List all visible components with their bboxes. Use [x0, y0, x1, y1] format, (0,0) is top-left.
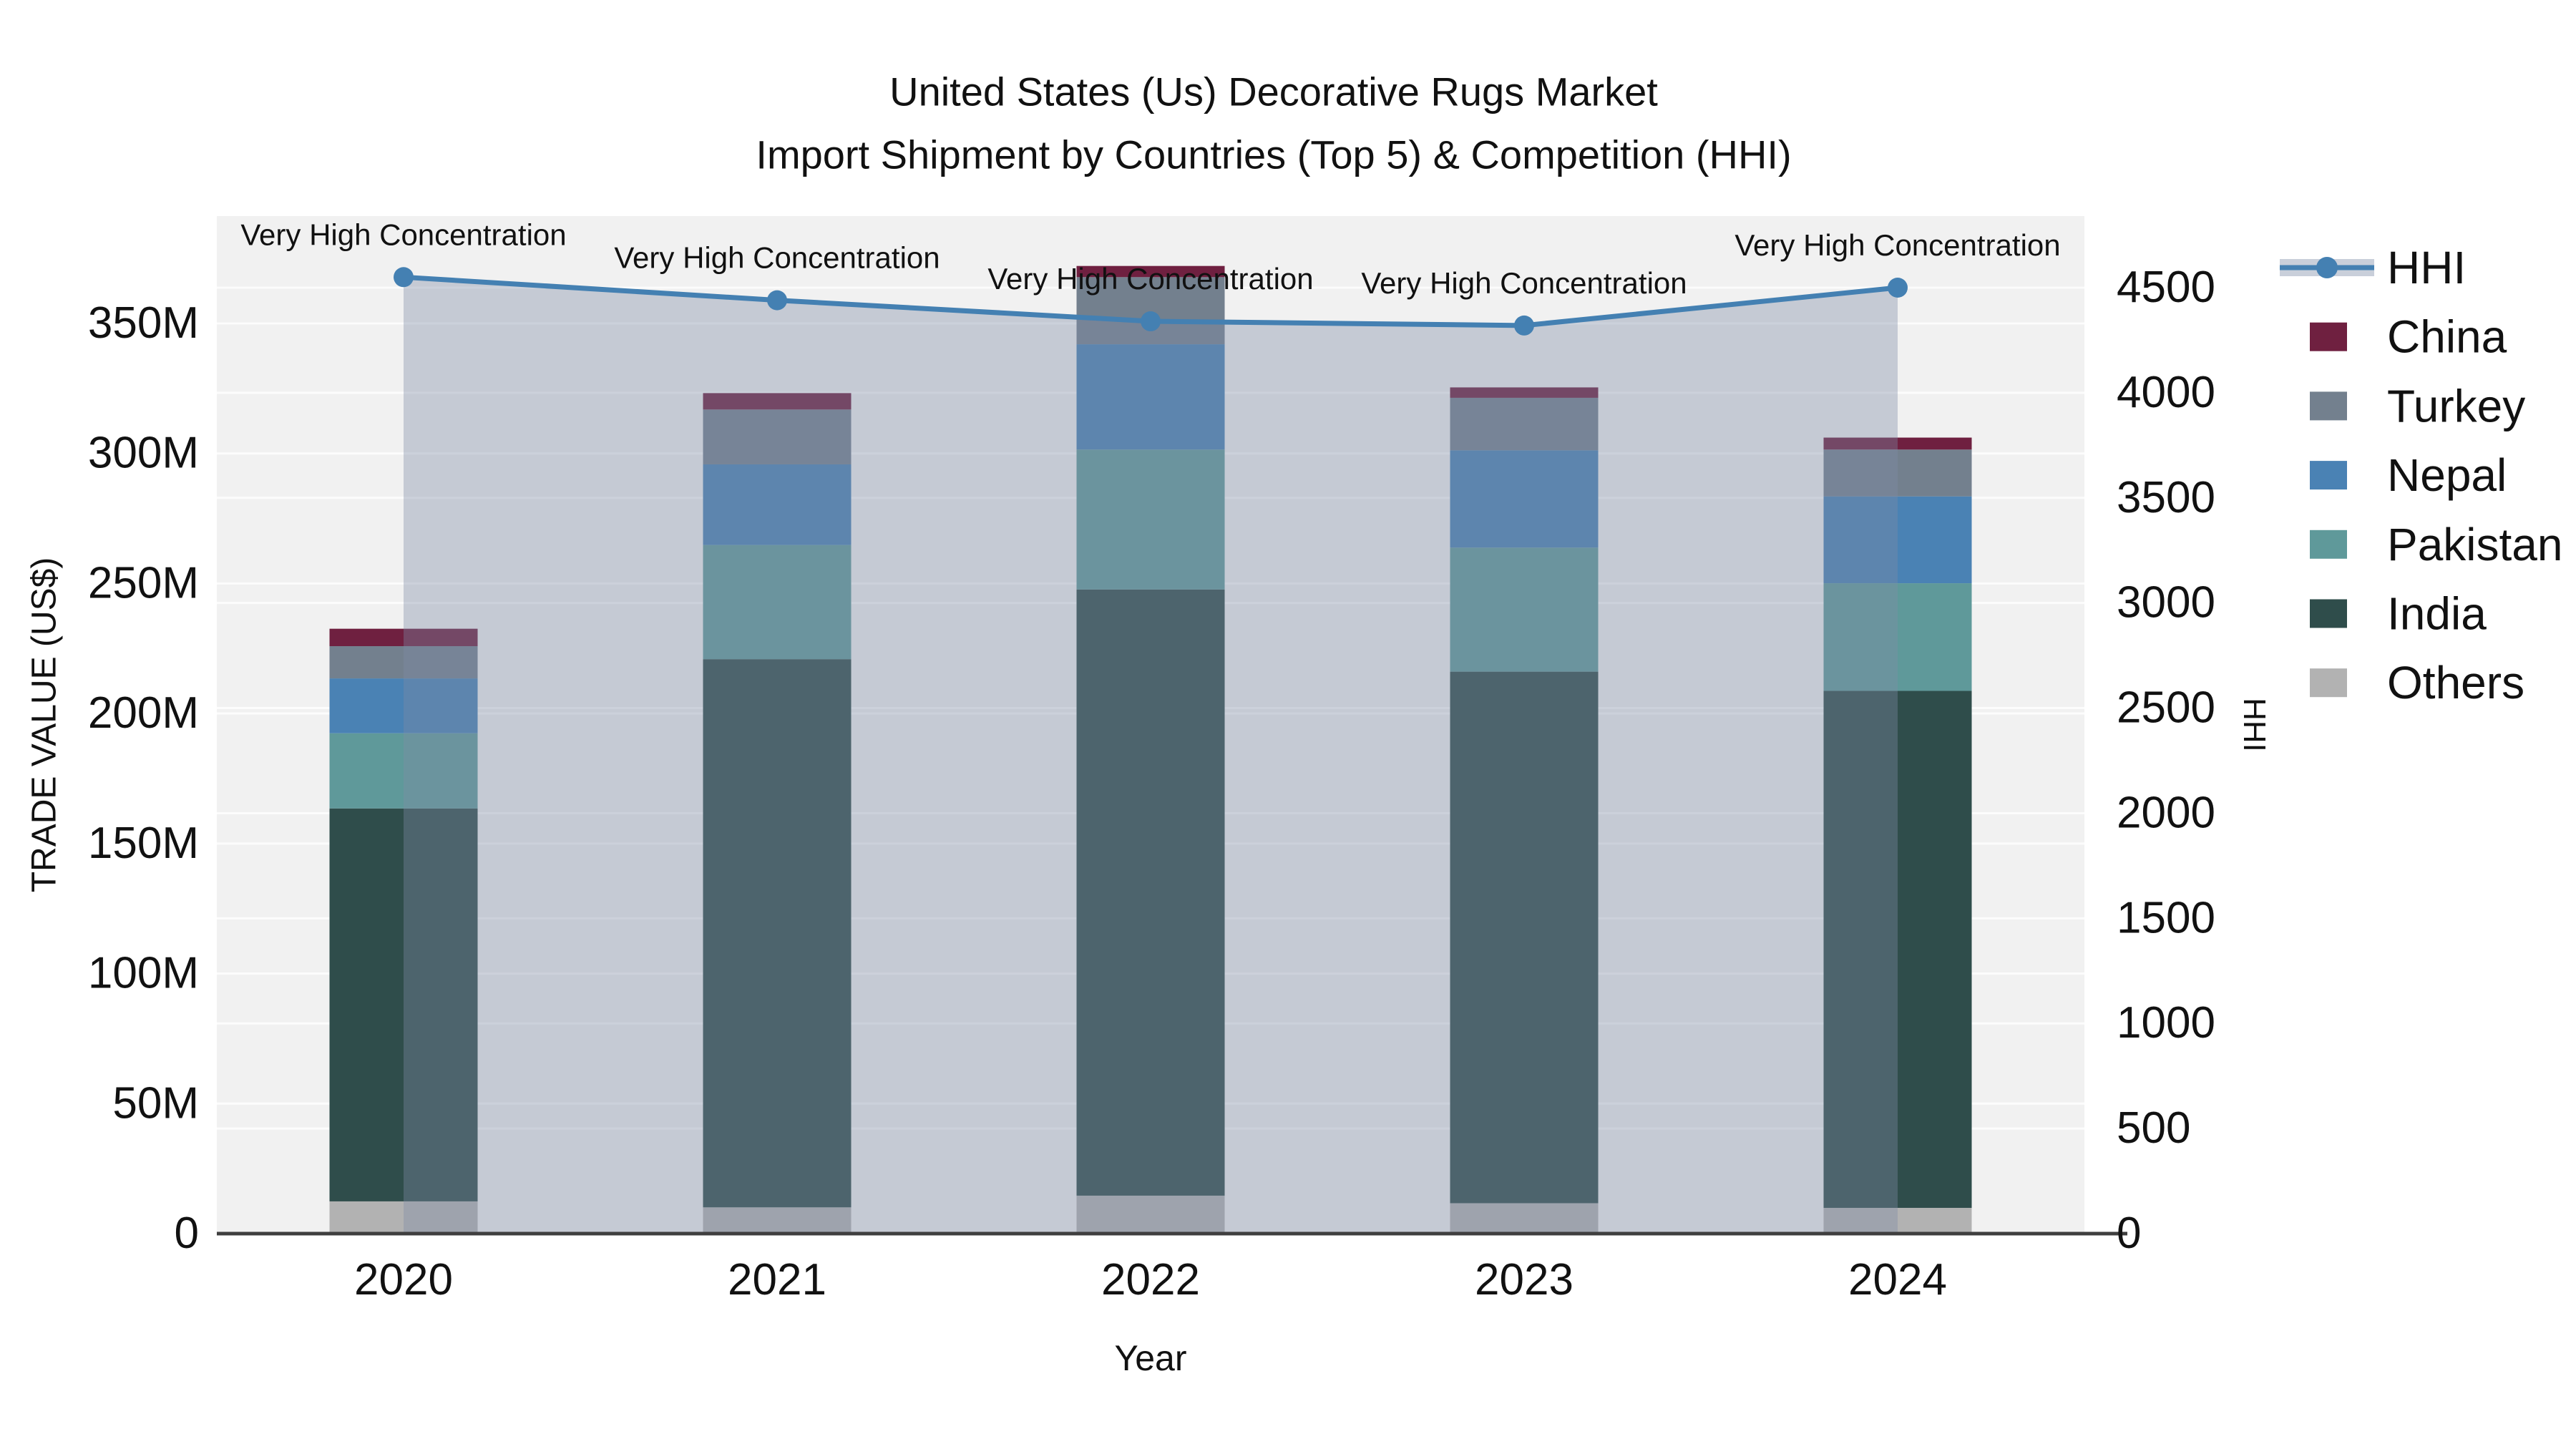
bar-segment-india-2021[interactable]: [703, 659, 852, 1208]
y-right-tick-3500: 3500: [2117, 473, 2215, 522]
y-left-tick-100M: 100M: [88, 949, 199, 998]
legend-item-china[interactable]: China: [2310, 311, 2507, 363]
legend-swatch-nepal: [2310, 461, 2347, 490]
y-right-tick-4500: 4500: [2117, 263, 2215, 312]
bar-segment-nepal-2022[interactable]: [1076, 344, 1225, 450]
legend-swatch-china: [2310, 322, 2347, 351]
annotation-2024: Very High Concentration: [1735, 228, 2060, 262]
y-right-tick-2500: 2500: [2117, 683, 2215, 733]
bar-segment-china-2023[interactable]: [1450, 387, 1599, 398]
legend-label-turkey: Turkey: [2387, 380, 2525, 431]
bar-segment-turkey-2021[interactable]: [703, 409, 852, 464]
y-left-tick-250M: 250M: [88, 558, 199, 608]
bar-segment-others-2022[interactable]: [1076, 1195, 1225, 1234]
y-left-tick-0: 0: [175, 1209, 199, 1258]
bar-segment-nepal-2024[interactable]: [1823, 496, 1972, 584]
y-left-tick-150M: 150M: [88, 819, 199, 868]
annotation-2021: Very High Concentration: [614, 241, 940, 275]
bar-segment-china-2021[interactable]: [703, 393, 852, 410]
x-tick-2022: 2022: [1101, 1255, 1200, 1304]
bar-segment-others-2021[interactable]: [703, 1207, 852, 1234]
hhi-marker-2020[interactable]: [394, 267, 414, 288]
bar-segment-others-2024[interactable]: [1823, 1208, 1972, 1234]
y-right-tick-500: 500: [2117, 1103, 2190, 1153]
bar-segment-others-2023[interactable]: [1450, 1203, 1599, 1234]
legend-label-nepal: Nepal: [2387, 449, 2507, 501]
legend-item-pakistan[interactable]: Pakistan: [2310, 519, 2562, 570]
legend-label-hhi: HHI: [2387, 242, 2466, 293]
y-right-tick-1000: 1000: [2117, 998, 2215, 1048]
bar-segment-nepal-2023[interactable]: [1450, 450, 1599, 548]
legend-item-nepal[interactable]: Nepal: [2310, 449, 2507, 501]
annotation-2020: Very High Concentration: [240, 218, 566, 251]
chart-title-line1: United States (Us) Decorative Rugs Marke…: [889, 69, 1658, 114]
bar-segment-others-2020[interactable]: [329, 1201, 478, 1234]
hhi-area-band: [404, 277, 1898, 1234]
legend-swatch-turkey: [2310, 391, 2347, 421]
bar-segment-nepal-2020[interactable]: [329, 678, 478, 733]
y-right-tick-1500: 1500: [2117, 893, 2215, 942]
y-left-tick-200M: 200M: [88, 688, 199, 738]
legend-swatch-pakistan: [2310, 530, 2347, 559]
x-tick-2024: 2024: [1848, 1255, 1947, 1304]
bar-segment-turkey-2022[interactable]: [1076, 277, 1225, 345]
bar-segment-turkey-2023[interactable]: [1450, 397, 1599, 451]
bar-segment-nepal-2021[interactable]: [703, 464, 852, 545]
legend-label-india: India: [2387, 588, 2487, 640]
legend-label-others: Others: [2387, 657, 2524, 708]
bar-segment-china-2020[interactable]: [329, 628, 478, 647]
y-right-tick-2000: 2000: [2117, 788, 2215, 837]
legend-swatch-india: [2310, 599, 2347, 628]
legend-label-pakistan: Pakistan: [2387, 519, 2562, 570]
chart-title-line2: Import Shipment by Countries (Top 5) & C…: [756, 132, 1792, 177]
bar-segment-pakistan-2024[interactable]: [1823, 583, 1972, 691]
y-right-tick-0: 0: [2117, 1209, 2141, 1258]
x-tick-2020: 2020: [354, 1255, 453, 1304]
bar-segment-pakistan-2022[interactable]: [1076, 449, 1225, 590]
y-axis-right-title: HHI: [2237, 698, 2272, 752]
hhi-marker-2021[interactable]: [767, 290, 787, 311]
y-left-tick-350M: 350M: [88, 298, 199, 348]
legend-item-india[interactable]: India: [2310, 588, 2487, 640]
bar-segment-china-2022[interactable]: [1076, 265, 1225, 278]
legend-swatch-others: [2310, 668, 2347, 698]
x-axis-title: Year: [1114, 1338, 1187, 1378]
bar-segment-pakistan-2021[interactable]: [703, 545, 852, 660]
bar-segment-turkey-2024[interactable]: [1823, 449, 1972, 497]
hhi-marker-2023[interactable]: [1514, 315, 1534, 336]
y-right-tick-3000: 3000: [2117, 578, 2215, 628]
bar-segment-china-2024[interactable]: [1823, 437, 1972, 450]
bar-segment-pakistan-2023[interactable]: [1450, 547, 1599, 672]
y-left-tick-50M: 50M: [112, 1078, 199, 1128]
legend-hhi-marker-swatch: [2316, 257, 2338, 278]
x-tick-2023: 2023: [1475, 1255, 1574, 1304]
x-tick-2021: 2021: [728, 1255, 826, 1304]
legend-item-others[interactable]: Others: [2310, 657, 2524, 708]
hhi-marker-2022[interactable]: [1141, 311, 1161, 332]
legend-item-hhi[interactable]: HHI: [2280, 242, 2466, 293]
hhi-marker-2024[interactable]: [1888, 278, 1908, 298]
y-left-tick-300M: 300M: [88, 429, 199, 478]
bar-segment-pakistan-2020[interactable]: [329, 733, 478, 809]
annotation-2022: Very High Concentration: [987, 262, 1313, 296]
legend-label-china: China: [2387, 311, 2507, 363]
bar-segment-india-2022[interactable]: [1076, 589, 1225, 1196]
y-axis-left-title: TRADE VALUE (US$): [25, 557, 64, 893]
bar-segment-india-2020[interactable]: [329, 808, 478, 1201]
bar-segment-india-2024[interactable]: [1823, 691, 1972, 1209]
bar-segment-india-2023[interactable]: [1450, 671, 1599, 1204]
annotation-2023: Very High Concentration: [1361, 266, 1687, 300]
legend-item-turkey[interactable]: Turkey: [2310, 380, 2525, 431]
y-right-tick-4000: 4000: [2117, 368, 2215, 417]
bar-segment-turkey-2020[interactable]: [329, 646, 478, 679]
